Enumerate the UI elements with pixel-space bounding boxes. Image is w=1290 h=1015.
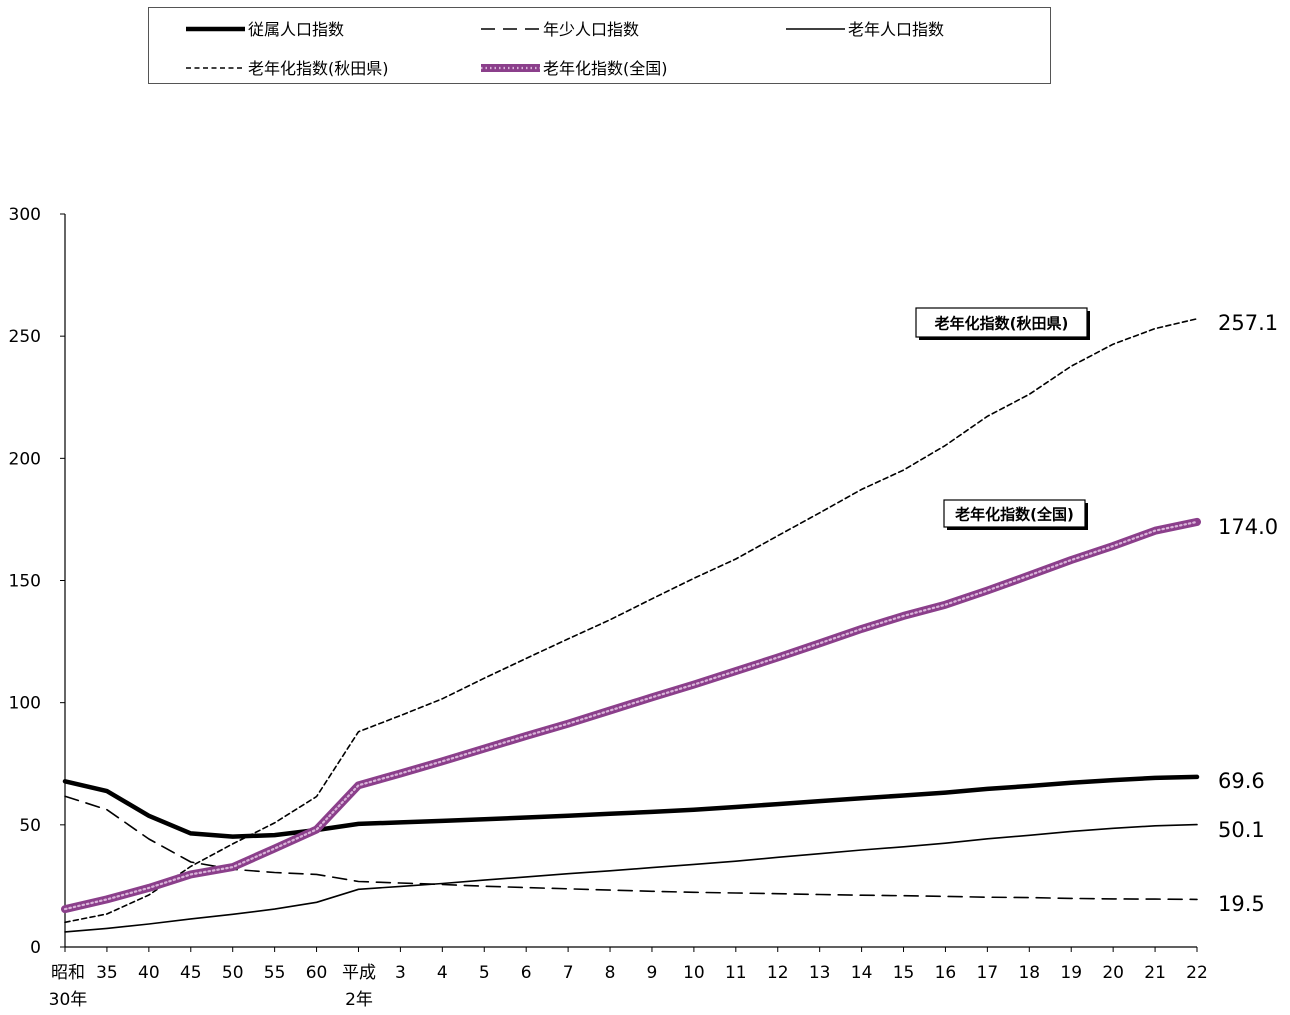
- x-tick-label: 平成: [342, 963, 376, 983]
- series-line: [61, 517, 1201, 914]
- series-3: [64, 317, 1198, 924]
- x-tick-label: 13: [809, 963, 831, 983]
- series-line: [64, 795, 1198, 901]
- x-tick-label: 20: [1102, 963, 1124, 983]
- x-tick-label: 60: [306, 963, 328, 983]
- y-tick-label: 100: [9, 694, 41, 714]
- x-tick-label: 17: [977, 963, 999, 983]
- x-tick-label: 45: [180, 963, 202, 983]
- x-tick-label: 9: [647, 963, 658, 983]
- series-line: [64, 823, 1198, 933]
- legend-item-3: 老年化指数(秋田県): [186, 59, 389, 78]
- legend-item-1: 年少人口指数: [481, 20, 639, 39]
- x-tick-label: 21: [1144, 963, 1166, 983]
- series-0: [62, 774, 1200, 839]
- x-tick-label: 8: [605, 963, 616, 983]
- y-tick-label: 150: [9, 572, 41, 592]
- callout-frame: [943, 499, 1086, 528]
- end-value-label: 69.6: [1218, 769, 1265, 793]
- x-tick-label: 55: [264, 963, 286, 983]
- legend-label: 老年人口指数: [848, 20, 944, 39]
- x-tick-label: 7: [563, 963, 574, 983]
- x-tick-label: 30年: [49, 990, 88, 1010]
- x-tick-label: 11: [725, 963, 747, 983]
- callout-box: 老年化指数(全国): [943, 499, 1088, 530]
- legend-label: 老年化指数(秋田県): [248, 59, 389, 78]
- series-line: [64, 317, 1198, 924]
- series-line: [62, 774, 1200, 839]
- callout-label: 老年化指数(秋田県): [934, 315, 1069, 333]
- x-tick-label: 50: [222, 963, 244, 983]
- series-2: [64, 823, 1198, 933]
- x-tick-label: 15: [893, 963, 915, 983]
- legend-label: 老年化指数(全国): [543, 59, 668, 78]
- x-tick-label: 22: [1186, 963, 1208, 983]
- end-value-label: 174.0: [1218, 515, 1278, 539]
- x-tick-label: 14: [851, 963, 873, 983]
- y-tick-label: 0: [30, 938, 41, 958]
- x-tick-label: 18: [1018, 963, 1040, 983]
- x-tick-label: 6: [521, 963, 532, 983]
- x-tick-label: 昭和: [51, 963, 85, 983]
- y-tick-label: 250: [9, 327, 41, 347]
- series-line: [63, 520, 1199, 911]
- x-tick-label: 4: [437, 963, 448, 983]
- legend-item-0: 従属人口指数: [186, 20, 344, 39]
- x-tick-label: 5: [479, 963, 490, 983]
- x-tick-label: 10: [683, 963, 705, 983]
- callout-label: 老年化指数(全国): [954, 506, 1074, 524]
- y-tick-label: 50: [19, 816, 41, 836]
- legend-item-4: 老年化指数(全国): [481, 59, 668, 78]
- x-tick-label: 35: [96, 963, 118, 983]
- series-lines: [61, 317, 1201, 933]
- series-4: [61, 517, 1201, 914]
- legend-label: 従属人口指数: [248, 20, 344, 39]
- callout-box: 老年化指数(秋田県): [915, 307, 1090, 340]
- x-tick-label: 19: [1060, 963, 1082, 983]
- x-tick-label: 3: [395, 963, 406, 983]
- end-value-label: 257.1: [1218, 311, 1278, 335]
- x-tick-label: 2年: [345, 990, 373, 1010]
- legend-item-2: 老年人口指数: [786, 20, 944, 39]
- x-tick-label: 12: [767, 963, 789, 983]
- labels: 257.1 174.0 69.6 50.1 19.5 老年化指数(秋田県) 老年化指数(全国…: [915, 307, 1278, 916]
- series-1: [64, 795, 1198, 901]
- legend-label: 年少人口指数: [543, 20, 639, 39]
- end-value-label: 50.1: [1218, 818, 1265, 842]
- x-tick-label: 40: [138, 963, 160, 983]
- y-tick-label: 200: [9, 449, 41, 469]
- x-tick-label: 16: [935, 963, 957, 983]
- end-value-label: 19.5: [1218, 892, 1265, 916]
- callout-frame: [915, 307, 1088, 338]
- y-tick-label: 300: [9, 205, 41, 225]
- legend-box: [148, 7, 1051, 84]
